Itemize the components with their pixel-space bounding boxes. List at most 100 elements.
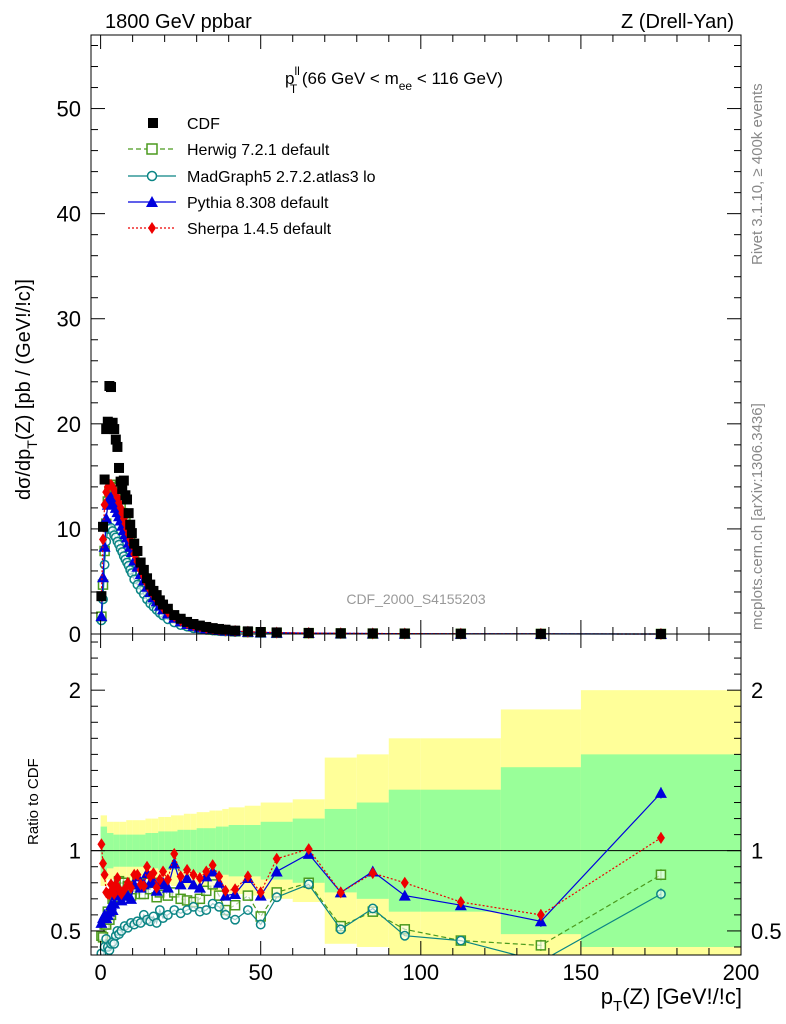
main-y-tick-label: 0 xyxy=(69,622,81,647)
ratio-point-madgraph xyxy=(303,879,314,890)
analysis-watermark: CDF_2000_S4155203 xyxy=(346,591,486,607)
panel-title-sub: T xyxy=(290,82,298,96)
main-point-cdf xyxy=(96,591,107,602)
main-point-pythia xyxy=(98,540,111,552)
header-left-label: 1800 GeV ppbar xyxy=(105,11,252,33)
main-point-cdf xyxy=(101,424,112,435)
x-tick-label: 200 xyxy=(723,960,760,985)
ratio-point-herwig xyxy=(655,869,667,880)
ratio-point-madgraph xyxy=(367,903,378,914)
ratio-series-madgraph xyxy=(96,879,666,965)
main-point-cdf xyxy=(175,613,186,624)
ratio-point-pythia xyxy=(654,786,667,798)
ratio-point-pythia xyxy=(106,904,119,916)
x-axis-title-sub: T xyxy=(613,998,622,1015)
main-point-cdf xyxy=(142,573,153,584)
ratio-point-sherpa xyxy=(120,883,129,896)
main-point-cdf xyxy=(162,603,173,614)
ratio-point-sherpa xyxy=(536,908,545,921)
main-point-cdf xyxy=(126,528,137,539)
main-point-cdf xyxy=(112,441,123,452)
main-point-cdf xyxy=(335,628,346,639)
ratio-point-sherpa xyxy=(221,884,230,897)
ratio-y-tick-label: 1 xyxy=(69,839,81,864)
ratio-point-sherpa xyxy=(133,868,142,881)
main-point-cdf xyxy=(117,483,128,494)
main-point-cdf xyxy=(182,616,193,627)
panel-title-sup: ll xyxy=(294,64,299,78)
ratio-point-sherpa xyxy=(656,831,665,844)
main-panel-ticks: 0 10 20 30 40 50 xyxy=(57,35,742,647)
main-point-cdf xyxy=(106,382,117,393)
main-point-cdf xyxy=(367,628,378,639)
ratio-point-sherpa xyxy=(155,873,164,886)
main-point-cdf xyxy=(303,627,314,638)
main-line-pythia xyxy=(100,496,662,635)
x-tick-label: 100 xyxy=(402,960,439,985)
ratio-point-madgraph xyxy=(656,889,666,899)
ratio-panel-series xyxy=(95,786,667,965)
ratio-point-pythia xyxy=(193,881,206,893)
ratio-point-sherpa xyxy=(208,859,217,872)
ratio-point-sherpa xyxy=(100,868,109,881)
ratio-point-madgraph xyxy=(201,905,212,916)
main-y-tick-label: 40 xyxy=(57,202,81,227)
main-point-cdf xyxy=(242,626,253,637)
ratio-point-madgraph xyxy=(214,901,225,912)
ratio-series-sherpa xyxy=(97,831,665,921)
ratio-point-madgraph xyxy=(162,909,173,920)
ratio-point-madgraph xyxy=(188,901,199,912)
x-axis-title-a: p xyxy=(601,984,613,1009)
main-point-cdf xyxy=(122,494,133,505)
main-point-cdf xyxy=(145,579,156,590)
main-point-cdf xyxy=(214,623,225,634)
main-point-cdf xyxy=(109,424,120,435)
ratio-panel-ticks: 0.5 0.5 1 1 2 2 0 50 100 150 200 xyxy=(50,634,782,985)
ratio-point-sherpa xyxy=(163,873,172,886)
ratio-point-sherpa xyxy=(170,847,179,860)
ratio-point-madgraph xyxy=(455,935,466,946)
ratio-point-sherpa xyxy=(110,888,119,901)
ratio-point-herwig xyxy=(229,899,241,911)
main-y-tick-label: 50 xyxy=(57,97,81,122)
panel-title-main: p xyxy=(285,69,294,88)
ratio-y-tick-label-right: 1 xyxy=(751,839,763,864)
legend-label-madgraph: MadGraph5 2.7.2.atlas3 lo xyxy=(187,169,376,186)
main-point-cdf xyxy=(118,475,129,486)
x-axis-title: pT(Z) [GeV!/!c] xyxy=(601,984,742,1015)
ratio-point-sherpa xyxy=(97,838,106,851)
main-y-tick-label: 30 xyxy=(57,307,81,332)
x-tick-label: 150 xyxy=(563,960,600,985)
main-point-cdf xyxy=(230,625,241,636)
main-point-cdf xyxy=(107,417,118,428)
ratio-point-sherpa xyxy=(400,876,409,889)
mcplots-source-label: mcplots.cern.ch [arXiv:1306.3436] xyxy=(749,403,766,630)
ratio-point-pythia xyxy=(108,897,121,909)
ratio-point-madgraph xyxy=(151,917,162,928)
ratio-point-sherpa xyxy=(183,863,192,876)
legend-marker-herwig xyxy=(146,143,158,155)
y-axis-title: dσ/dpT(Z) [pb / (GeV!/!c)] xyxy=(13,279,40,500)
y-axis-title-b: (Z) [pb / (GeV!/!c)] xyxy=(13,279,35,440)
main-point-cdf xyxy=(123,508,134,519)
ratio-y-tick-label-right: 0.5 xyxy=(751,919,782,944)
y-axis-title-sub: T xyxy=(24,440,40,449)
main-point-pythia xyxy=(95,610,108,622)
main-point-cdf xyxy=(129,538,140,549)
y-axis-title-a: dσ/dp xyxy=(13,449,35,500)
ratio-point-pythia xyxy=(181,871,194,883)
x-tick-label: 50 xyxy=(248,960,272,985)
main-point-cdf xyxy=(188,619,199,630)
ratio-point-herwig xyxy=(194,893,206,905)
ratio-point-sherpa xyxy=(202,865,211,878)
ratio-point-sherpa xyxy=(243,870,252,883)
main-point-cdf xyxy=(125,519,136,530)
ratio-point-madgraph xyxy=(230,914,241,925)
main-point-cdf xyxy=(114,462,125,473)
ratio-point-sherpa xyxy=(215,870,224,883)
legend-label-herwig: Herwig 7.2.1 default xyxy=(187,142,330,159)
ratio-point-madgraph xyxy=(537,957,545,965)
main-point-sherpa xyxy=(99,533,108,546)
ratio-point-sherpa xyxy=(304,843,313,856)
